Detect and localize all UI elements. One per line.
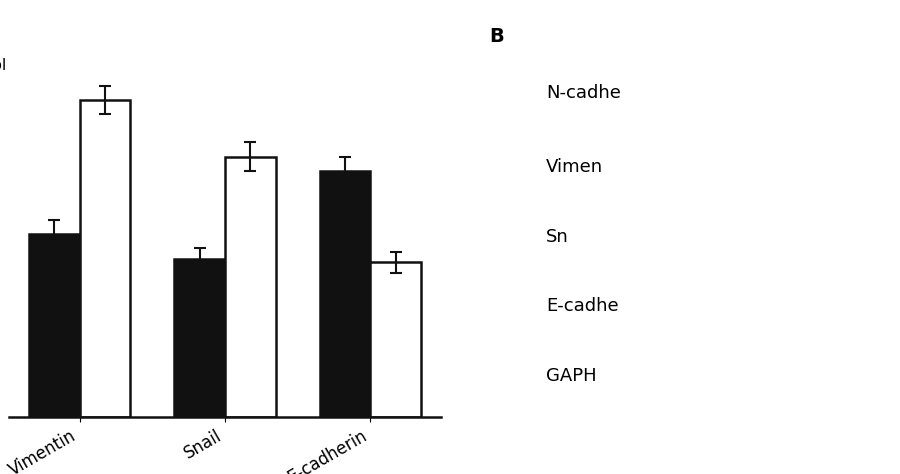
- Bar: [371, 262, 421, 417]
- Bar: [225, 156, 276, 417]
- Text: N-cadhe: N-cadhe: [545, 84, 621, 102]
- Bar: [79, 100, 130, 417]
- Text: GAPH: GAPH: [545, 367, 597, 385]
- Text: Vimen: Vimen: [545, 158, 603, 176]
- Text: Sn: Sn: [545, 228, 569, 246]
- Bar: [29, 234, 79, 417]
- Legend: Control, CCAT2: Control, CCAT2: [0, 51, 12, 101]
- Text: B: B: [490, 27, 504, 46]
- Bar: [320, 171, 371, 417]
- Bar: [174, 259, 225, 417]
- Text: E-cadhe: E-cadhe: [545, 297, 618, 315]
